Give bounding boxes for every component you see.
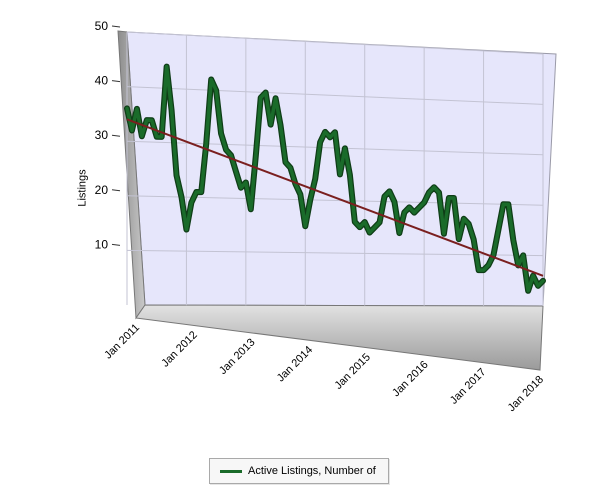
y-tick-mark — [111, 134, 121, 137]
x-tick-label: Jan 2016 — [390, 359, 430, 399]
grid — [126, 31, 544, 306]
y-tick-mark — [111, 243, 121, 246]
y-tick-label: 20 — [95, 183, 109, 197]
y-gridline — [126, 31, 544, 55]
legend-swatch — [220, 469, 242, 473]
x-tick-label: Jan 2014 — [275, 344, 315, 384]
y-tick-label: 40 — [95, 74, 109, 88]
y-tick-label: 30 — [95, 128, 109, 142]
y-tick-label: 50 — [95, 19, 109, 33]
y-gridline — [126, 86, 544, 105]
x-tick-label: Jan 2017 — [448, 366, 488, 406]
y-tick-mark — [111, 25, 121, 28]
legend-label: Active Listings, Number of — [248, 465, 376, 477]
y-tick-mark — [111, 189, 121, 192]
legend: Active Listings, Number of — [209, 458, 389, 484]
series-line-trend — [126, 118, 544, 277]
x-tick-label: Jan 2018 — [506, 374, 546, 414]
y-axis-label: Listings — [76, 169, 89, 207]
y-tick-label: 10 — [95, 237, 109, 251]
series-line-active-listings — [125, 64, 545, 293]
x-tick-label: Jan 2015 — [332, 351, 372, 391]
x-tick-label: Jan 2011 — [102, 322, 142, 362]
series — [124, 63, 546, 294]
x-tick-label: Jan 2012 — [159, 329, 199, 369]
x-tick-label: Jan 2013 — [217, 336, 257, 376]
y-tick-mark — [111, 80, 121, 83]
